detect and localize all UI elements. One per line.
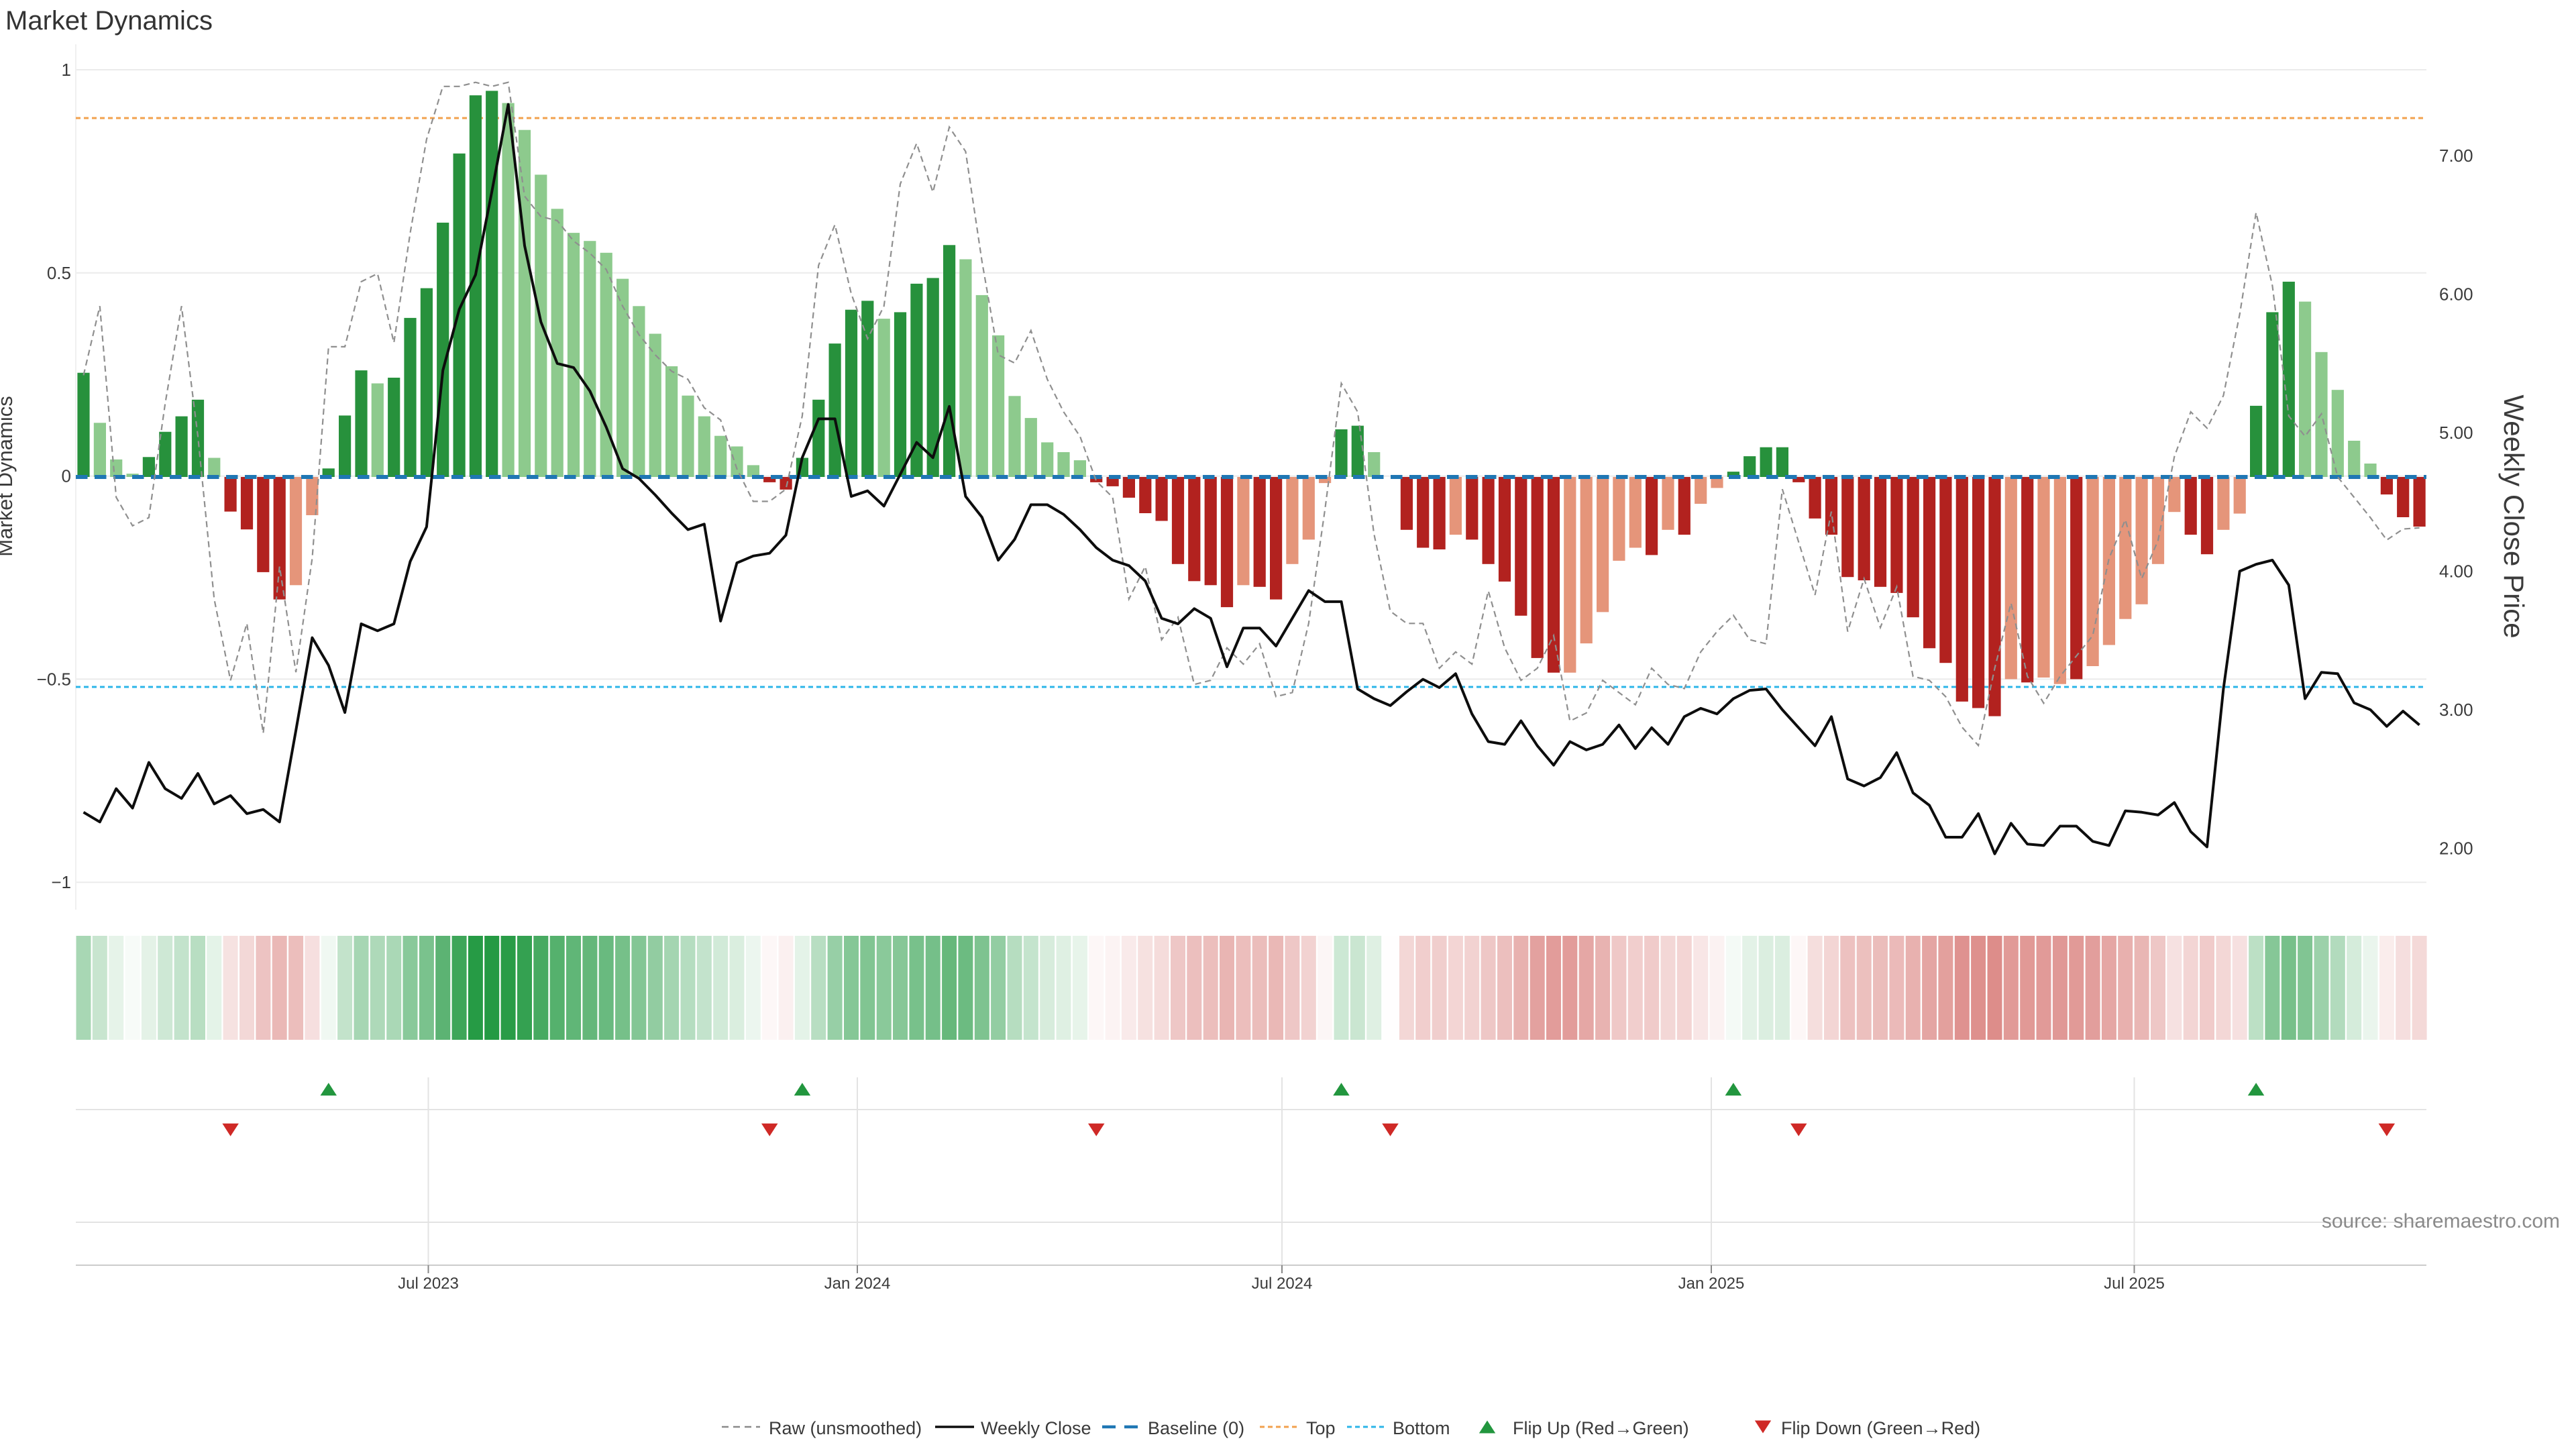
svg-text:6.00: 6.00 <box>2439 284 2473 305</box>
svg-text:7.00: 7.00 <box>2439 146 2473 166</box>
svg-text:0.5: 0.5 <box>47 263 71 283</box>
svg-text:Flip Down (Green→Red): Flip Down (Green→Red) <box>1781 1418 1980 1438</box>
svg-text:−0.5: −0.5 <box>37 669 71 689</box>
svg-text:Market Dynamics: Market Dynamics <box>5 6 213 36</box>
svg-text:3.00: 3.00 <box>2439 700 2473 720</box>
svg-text:Flip Up (Red→Green): Flip Up (Red→Green) <box>1513 1418 1689 1438</box>
svg-text:−1: −1 <box>51 872 71 892</box>
svg-text:Baseline (0): Baseline (0) <box>1148 1418 1244 1438</box>
svg-text:Top: Top <box>1306 1418 1336 1438</box>
svg-text:Jul 2023: Jul 2023 <box>398 1275 459 1293</box>
svg-text:Weekly Close: Weekly Close <box>981 1418 1091 1438</box>
svg-text:2.00: 2.00 <box>2439 839 2473 859</box>
svg-text:Market Dynamics: Market Dynamics <box>0 396 17 556</box>
svg-text:source: sharemaestro.com: source: sharemaestro.com <box>2322 1210 2560 1232</box>
svg-text:Bottom: Bottom <box>1393 1418 1450 1438</box>
svg-text:4.00: 4.00 <box>2439 561 2473 582</box>
svg-text:0: 0 <box>62 466 71 486</box>
svg-text:Jan 2024: Jan 2024 <box>824 1275 891 1293</box>
svg-text:1: 1 <box>62 60 71 80</box>
svg-text:Jul 2024: Jul 2024 <box>1252 1275 1313 1293</box>
svg-text:Raw (unsmoothed): Raw (unsmoothed) <box>769 1418 922 1438</box>
svg-text:Jan 2025: Jan 2025 <box>1678 1275 1745 1293</box>
svg-text:5.00: 5.00 <box>2439 423 2473 443</box>
svg-text:Weekly Close Price: Weekly Close Price <box>2498 394 2530 638</box>
svg-text:Jul 2025: Jul 2025 <box>2104 1275 2165 1293</box>
